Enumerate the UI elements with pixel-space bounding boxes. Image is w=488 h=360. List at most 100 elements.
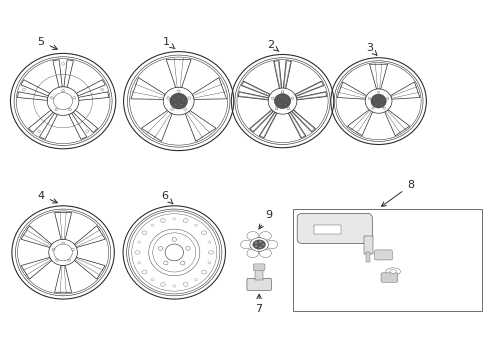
Ellipse shape	[194, 224, 197, 226]
Polygon shape	[21, 257, 52, 279]
Ellipse shape	[68, 259, 70, 261]
Ellipse shape	[135, 251, 140, 254]
Ellipse shape	[182, 99, 183, 100]
FancyBboxPatch shape	[246, 278, 271, 291]
Polygon shape	[21, 226, 52, 248]
Polygon shape	[73, 110, 98, 132]
Ellipse shape	[240, 240, 252, 249]
Text: 6: 6	[161, 191, 173, 204]
Ellipse shape	[258, 241, 261, 243]
Polygon shape	[291, 110, 315, 132]
Ellipse shape	[380, 104, 381, 105]
Polygon shape	[28, 110, 53, 132]
Ellipse shape	[252, 240, 265, 249]
Ellipse shape	[163, 261, 168, 265]
Ellipse shape	[165, 244, 183, 261]
Polygon shape	[273, 61, 281, 89]
Polygon shape	[76, 80, 105, 96]
Ellipse shape	[142, 231, 147, 234]
Polygon shape	[55, 213, 71, 239]
Ellipse shape	[178, 96, 179, 98]
Text: 2: 2	[266, 40, 278, 51]
Ellipse shape	[274, 94, 290, 109]
Polygon shape	[283, 61, 291, 89]
Text: 9: 9	[259, 210, 272, 229]
Ellipse shape	[385, 268, 400, 275]
Ellipse shape	[207, 241, 210, 243]
Ellipse shape	[183, 282, 187, 286]
Ellipse shape	[61, 89, 64, 92]
Ellipse shape	[61, 242, 64, 244]
Ellipse shape	[377, 91, 379, 94]
Bar	[255, 269, 263, 280]
Ellipse shape	[375, 104, 376, 105]
Ellipse shape	[254, 245, 257, 247]
Ellipse shape	[49, 239, 77, 265]
Ellipse shape	[181, 104, 182, 105]
Ellipse shape	[381, 99, 383, 100]
Ellipse shape	[56, 259, 58, 261]
Ellipse shape	[275, 108, 277, 110]
Ellipse shape	[208, 251, 213, 254]
Ellipse shape	[367, 97, 370, 99]
Ellipse shape	[373, 99, 374, 100]
Ellipse shape	[267, 88, 296, 114]
Polygon shape	[294, 81, 323, 96]
Polygon shape	[166, 59, 191, 87]
Ellipse shape	[172, 237, 176, 241]
FancyBboxPatch shape	[253, 264, 264, 270]
Ellipse shape	[281, 96, 283, 98]
Ellipse shape	[54, 244, 72, 261]
Bar	[314, 225, 340, 234]
Ellipse shape	[101, 88, 103, 91]
Ellipse shape	[71, 248, 74, 251]
Ellipse shape	[142, 270, 147, 274]
Text: 7: 7	[255, 294, 262, 314]
Ellipse shape	[284, 104, 285, 105]
Ellipse shape	[246, 231, 258, 240]
Polygon shape	[78, 92, 108, 100]
Ellipse shape	[175, 104, 176, 105]
Ellipse shape	[158, 247, 163, 251]
Ellipse shape	[22, 88, 25, 91]
Ellipse shape	[173, 285, 175, 287]
Ellipse shape	[265, 240, 277, 249]
Polygon shape	[259, 112, 276, 138]
Ellipse shape	[286, 108, 289, 110]
Ellipse shape	[259, 249, 271, 257]
Polygon shape	[55, 265, 71, 292]
Ellipse shape	[246, 249, 258, 257]
Ellipse shape	[382, 107, 385, 109]
Ellipse shape	[68, 108, 71, 111]
Ellipse shape	[173, 99, 175, 100]
Polygon shape	[74, 257, 105, 279]
Ellipse shape	[279, 104, 280, 105]
Ellipse shape	[194, 278, 197, 281]
Ellipse shape	[183, 108, 186, 111]
Polygon shape	[347, 110, 372, 136]
Ellipse shape	[173, 218, 175, 220]
Ellipse shape	[61, 63, 64, 65]
FancyBboxPatch shape	[374, 250, 391, 260]
Polygon shape	[369, 64, 387, 89]
Polygon shape	[64, 60, 73, 87]
Ellipse shape	[281, 91, 283, 93]
Ellipse shape	[160, 282, 165, 286]
Ellipse shape	[389, 270, 396, 273]
Ellipse shape	[386, 97, 388, 99]
Ellipse shape	[55, 108, 58, 111]
FancyBboxPatch shape	[297, 213, 371, 243]
Ellipse shape	[160, 219, 165, 222]
Bar	[366, 252, 369, 262]
Polygon shape	[390, 82, 419, 99]
Polygon shape	[238, 92, 268, 100]
Ellipse shape	[201, 231, 206, 234]
Polygon shape	[287, 112, 305, 138]
Polygon shape	[249, 110, 273, 132]
Ellipse shape	[151, 278, 154, 281]
Text: 4: 4	[38, 191, 57, 203]
Polygon shape	[21, 80, 50, 96]
Text: 1: 1	[163, 37, 175, 49]
Ellipse shape	[138, 262, 141, 264]
Text: 5: 5	[38, 37, 57, 49]
